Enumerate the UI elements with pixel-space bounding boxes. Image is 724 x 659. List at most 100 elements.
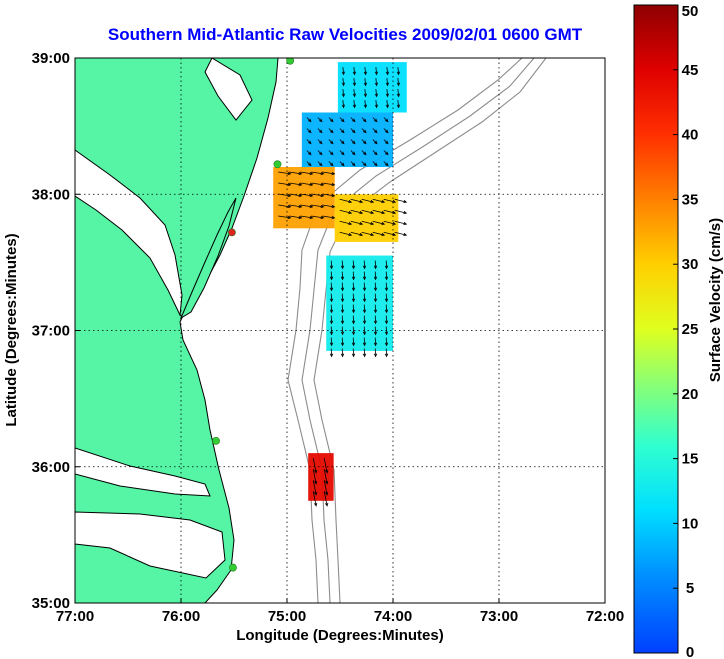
velocity-arrow-head <box>392 210 397 215</box>
velocity-arrow <box>383 198 396 203</box>
velocity-arrow <box>339 128 345 133</box>
velocity-arrow-head <box>384 298 389 303</box>
colorbar-tick-label: 45 <box>682 62 699 79</box>
velocity-arrow-head <box>374 93 379 98</box>
velocity-arrow-head <box>351 298 356 303</box>
velocity-arrow-head <box>331 182 336 187</box>
velocity-arrow-head <box>307 118 312 123</box>
velocity-arrow-head <box>352 82 357 87</box>
velocity-arrow-head <box>340 162 345 167</box>
velocity-arrow <box>311 182 324 186</box>
velocity-arrow-head <box>403 221 408 226</box>
velocity-arrow-head <box>373 118 378 123</box>
velocity-arrow <box>328 117 334 122</box>
colorbar-tick-label: 5 <box>686 580 694 597</box>
velocity-arrow <box>383 231 396 236</box>
velocity-arrow-head <box>325 502 329 507</box>
velocity-arrow-head <box>384 265 389 270</box>
velocity-arrow <box>394 220 407 225</box>
velocity-arrow-head <box>385 82 390 87</box>
chart-title: Southern Mid-Atlantic Raw Velocities 200… <box>108 25 583 44</box>
velocity-arrow-head <box>329 162 334 167</box>
velocity-arrow-head <box>403 199 408 204</box>
velocity-arrow-head <box>374 71 379 76</box>
velocity-arrow <box>328 161 334 166</box>
velocity-arrow-head <box>307 140 312 145</box>
velocity-arrow-head <box>396 82 401 87</box>
velocity-arrow <box>339 231 352 236</box>
velocity-arrow-head <box>351 320 356 325</box>
bathymetry-contours <box>287 58 547 603</box>
velocity-arrow-head <box>362 118 367 123</box>
velocity-arrow <box>311 171 324 175</box>
velocity-arrow-head <box>329 276 334 281</box>
velocity-arrow-head <box>340 151 345 156</box>
velocity-arrow <box>289 171 302 175</box>
y-axis-label: Latitude (Degrees:Minutes) <box>3 233 20 426</box>
delaware-bay <box>204 58 253 121</box>
velocity-arrow <box>394 231 407 236</box>
velocity-arrow-head <box>287 215 292 220</box>
velocity-arrow <box>323 469 328 484</box>
velocity-arrow <box>372 161 378 166</box>
colorbar-tick-label: 25 <box>682 321 699 338</box>
velocity-arrow <box>372 209 385 214</box>
radar-station-marker <box>227 228 236 237</box>
velocity-arrow <box>339 220 352 225</box>
velocity-field <box>273 62 407 501</box>
velocity-arrow-head <box>370 199 375 204</box>
velocity-arrow-head <box>320 204 325 209</box>
velocity-arrow <box>386 78 389 86</box>
velocity-arrow <box>300 193 313 197</box>
velocity-arrow <box>372 128 378 133</box>
velocity-arrow-head <box>325 480 329 485</box>
velocity-arrow <box>289 193 302 197</box>
x-axis-label: Longitude (Degrees:Minutes) <box>236 627 444 644</box>
velocity-arrow-head <box>373 287 378 292</box>
velocity-arrow-head <box>373 320 378 325</box>
y-tick-label: 35:00 <box>32 595 70 612</box>
velocity-arrow-head <box>385 93 390 98</box>
velocity-arrow-head <box>374 82 379 87</box>
velocity-arrow-head <box>318 118 323 123</box>
velocity-arrow <box>350 161 356 166</box>
velocity-arrow-head <box>374 104 379 109</box>
velocity-arrow-head <box>352 71 357 76</box>
velocity-arrow-head <box>331 193 336 198</box>
velocity-arrow-head <box>298 204 303 209</box>
velocity-arrow-head <box>348 210 353 215</box>
velocity-arrow-head <box>340 287 345 292</box>
velocity-arrow-head <box>329 118 334 123</box>
velocity-arrow-head <box>340 129 345 134</box>
velocity-arrow <box>397 67 400 75</box>
field-southern-shelf <box>326 255 393 351</box>
radar-station-marker <box>273 160 282 169</box>
velocity-arrow <box>364 100 367 108</box>
x-tick-label: 77:00 <box>56 608 94 625</box>
grid-lines <box>75 58 605 603</box>
velocity-arrow-head <box>392 232 397 237</box>
velocity-arrow <box>300 171 313 175</box>
velocity-arrow <box>361 220 374 225</box>
velocity-arrow-head <box>318 151 323 156</box>
velocity-arrow <box>342 100 345 108</box>
velocity-arrow <box>383 150 389 155</box>
velocity-arrow <box>383 139 389 144</box>
velocity-arrow-head <box>340 118 345 123</box>
colorbar-tick-label: 20 <box>682 386 699 403</box>
velocity-arrow <box>339 161 345 166</box>
velocity-arrow <box>361 209 374 214</box>
velocity-arrow-head <box>352 104 357 109</box>
velocity-arrow-head <box>384 331 389 336</box>
velocity-arrow-head <box>329 140 334 145</box>
velocity-arrow <box>312 480 317 495</box>
velocity-arrow <box>328 150 334 155</box>
velocity-arrow <box>353 78 356 86</box>
velocity-arrow-head <box>373 162 378 167</box>
velocity-arrow <box>317 150 323 155</box>
velocity-arrow-head <box>314 491 318 496</box>
colorbar-tick-label: 40 <box>682 127 699 144</box>
velocity-arrow-head <box>362 331 367 336</box>
velocity-arrow-head <box>381 232 386 237</box>
